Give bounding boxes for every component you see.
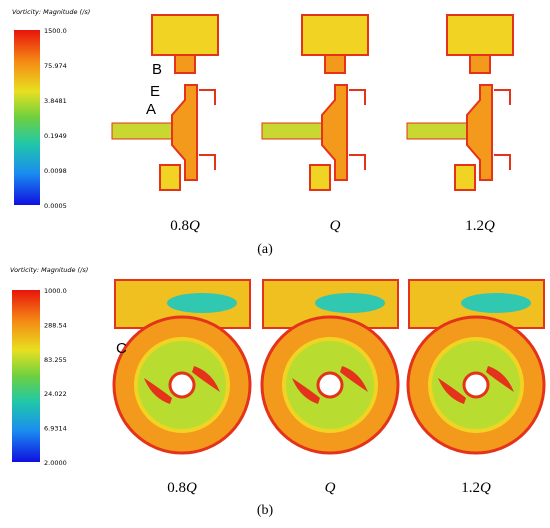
lower-box (309, 164, 331, 191)
case-coef: 1.2 (461, 480, 480, 496)
valve-neck (174, 54, 196, 74)
lower-box (454, 164, 476, 191)
body (466, 84, 493, 181)
duct-flow (167, 293, 237, 313)
body (321, 84, 348, 181)
colorbar-title: Vorticity: Magnitude (/s) (10, 266, 88, 274)
blade (438, 366, 514, 404)
panel-label: (a) (257, 242, 273, 257)
body (171, 84, 198, 181)
valve-top (151, 14, 219, 56)
case-label: 0.8Q (170, 218, 200, 234)
case-label: Q (325, 480, 336, 496)
case-label: Q (330, 218, 341, 234)
bracket (349, 89, 366, 170)
pipe (406, 122, 468, 140)
bracket (199, 89, 216, 170)
annotation: B (152, 61, 162, 78)
colorbar-title: Vorticity: Magnitude (/s) (12, 8, 90, 16)
colorbar-label: 0.0098 (44, 167, 67, 175)
case-coef: 0.8 (167, 480, 186, 496)
valve-neck (469, 54, 491, 74)
case-coef: 0.8 (170, 218, 189, 234)
contour-plot (406, 279, 546, 455)
annotation: C (116, 340, 127, 357)
case-var: Q (186, 480, 197, 496)
pipe (261, 122, 323, 140)
colorbar-label: 6.9314 (44, 425, 67, 433)
case-label: 1.2Q (465, 218, 495, 234)
colorbar-label: 288.54 (44, 321, 67, 329)
contour-plot (111, 14, 219, 191)
colorbar-label: 0.1949 (44, 132, 67, 140)
annotation: A (146, 101, 156, 118)
hub (316, 371, 344, 399)
colorbar-label: 24.022 (44, 390, 67, 398)
annotation: E (150, 83, 160, 100)
contour-plot (260, 279, 400, 455)
case-var: Q (189, 218, 200, 234)
valve-neck (324, 54, 346, 74)
valve-top (446, 14, 514, 56)
case-label: 1.2Q (461, 480, 491, 496)
colorbar-label: 0.0005 (44, 202, 67, 210)
contour-plot (406, 14, 514, 191)
case-var: Q (325, 480, 336, 496)
case-coef: 1.2 (465, 218, 484, 234)
blade (292, 366, 368, 404)
pipe (111, 122, 173, 140)
case-var: Q (484, 218, 495, 234)
hub (462, 371, 490, 399)
case-label: 0.8Q (167, 480, 197, 496)
case-var: Q (480, 480, 491, 496)
contour-plot (261, 14, 369, 191)
colorbar-label: 83.255 (44, 356, 67, 364)
colorbar (14, 30, 40, 205)
colorbar (12, 290, 40, 462)
duct-flow (315, 293, 385, 313)
lower-box (159, 164, 181, 191)
colorbar-label: 1000.0 (44, 287, 67, 295)
valve-top (301, 14, 369, 56)
hub (168, 371, 196, 399)
blade (144, 366, 220, 404)
colorbar-label: 75.974 (44, 62, 67, 70)
bracket (494, 89, 511, 170)
colorbar-label: 1500.0 (44, 27, 67, 35)
colorbar-label: 2.0000 (44, 459, 67, 467)
contour-plot (112, 279, 252, 455)
panel-label: (b) (257, 503, 274, 518)
colorbar-label: 3.8481 (44, 97, 67, 105)
case-var: Q (330, 218, 341, 234)
duct-flow (461, 293, 531, 313)
